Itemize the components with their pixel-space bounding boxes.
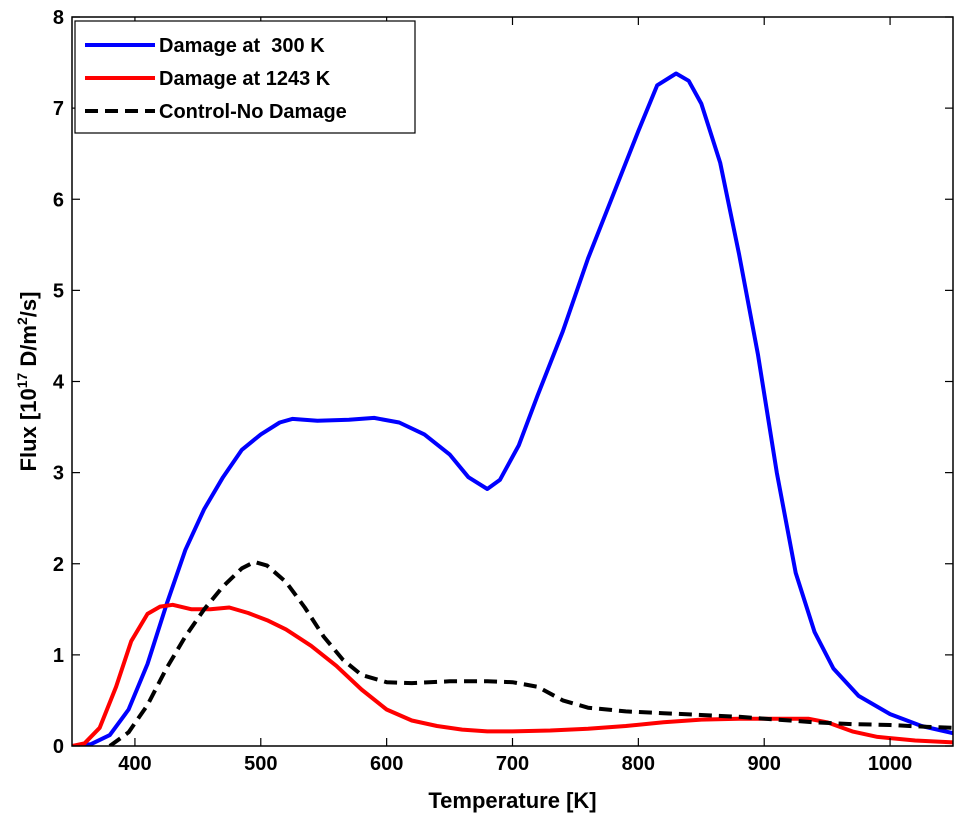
y-axis-title-prefix: Flux [10 — [16, 388, 41, 471]
legend-label-1: Damage at 300 K — [159, 35, 325, 57]
y-tick-label: 1 — [53, 645, 64, 667]
legend-label-2: Damage at 1243 K — [159, 68, 331, 90]
y-tick-label: 6 — [53, 189, 64, 211]
x-tick-label: 800 — [622, 753, 655, 775]
x-tick-label: 700 — [496, 753, 529, 775]
x-tick-label: 400 — [118, 753, 151, 775]
y-tick-label: 0 — [53, 736, 64, 758]
x-tick-label: 900 — [748, 753, 781, 775]
y-axis-title-exponent: 17 — [14, 373, 30, 389]
series-layer — [72, 71, 953, 746]
x-tick-label: 1000 — [868, 753, 913, 775]
series-line-1 — [72, 71, 953, 746]
y-tick-label: 4 — [53, 372, 65, 394]
x-axis-title: Temperature [K] — [428, 788, 596, 813]
y-tick-label: 3 — [53, 463, 64, 485]
series-line-3 — [108, 559, 953, 746]
legend: Damage at 300 K Damage at 1243 K Control-N… — [74, 20, 416, 134]
y-tick-label: 2 — [53, 554, 64, 576]
y-axis-title-mid: D/m — [16, 325, 41, 373]
y-tick-label: 7 — [53, 98, 64, 120]
tick-layer: 400 500 600 700 800 900 1000 0 1 2 3 4 5 6 7 8 — [53, 7, 953, 775]
y-tick-label: 5 — [53, 280, 64, 302]
y-axis-title: Flux [1017 D/m2/s] — [14, 292, 41, 472]
y-axis-title-suffix: /s] — [16, 292, 41, 318]
y-axis-title-exponent2: 2 — [14, 317, 30, 325]
x-tick-label: 500 — [244, 753, 277, 775]
legend-label-3: Control-No Damage — [159, 101, 347, 123]
y-tick-label: 8 — [53, 7, 64, 29]
x-tick-label: 600 — [370, 753, 403, 775]
